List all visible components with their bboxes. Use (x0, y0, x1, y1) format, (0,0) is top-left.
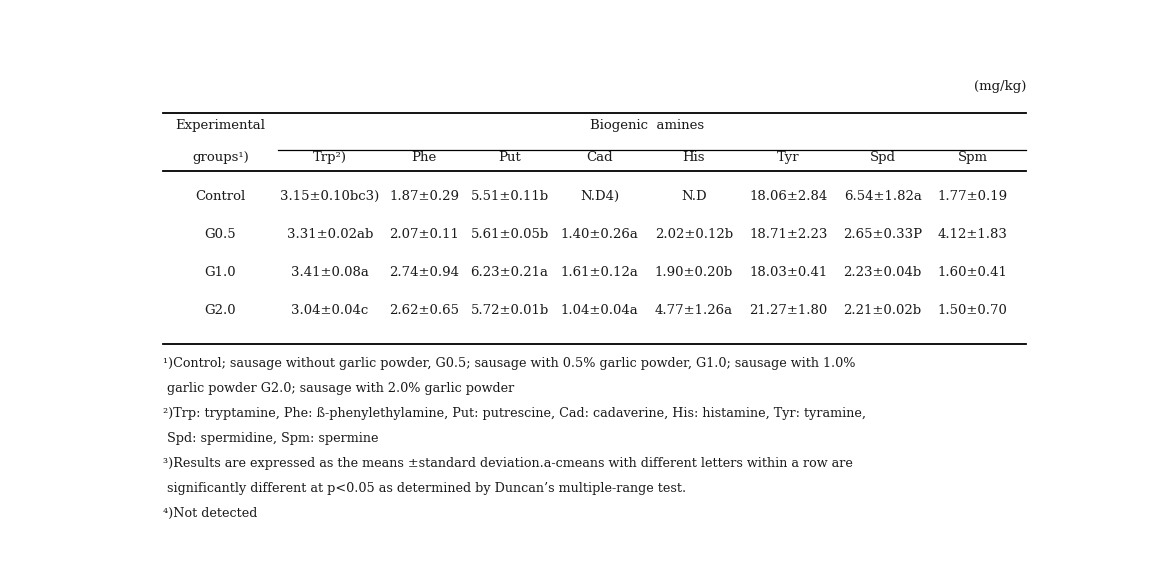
Text: 3.04±0.04c: 3.04±0.04c (291, 305, 369, 318)
Text: ²)Trp: tryptamine, Phe: ß-phenylethylamine, Put: putrescine, Cad: cadaverine, Hi: ²)Trp: tryptamine, Phe: ß-phenylethylami… (162, 407, 867, 420)
Text: 6.23±0.21a: 6.23±0.21a (471, 266, 549, 279)
Text: 1.60±0.41: 1.60±0.41 (937, 266, 1008, 279)
Text: 2.02±0.12b: 2.02±0.12b (654, 228, 733, 241)
Text: ³)Results are expressed as the means ±standard deviation.a-cmeans with different: ³)Results are expressed as the means ±st… (162, 457, 853, 470)
Text: 1.90±0.20b: 1.90±0.20b (654, 266, 733, 279)
Text: 1.77±0.19: 1.77±0.19 (937, 190, 1008, 204)
Text: 21.27±1.80: 21.27±1.80 (749, 305, 827, 318)
Text: 3.31±0.02ab: 3.31±0.02ab (287, 228, 372, 241)
Text: Spd: Spd (870, 151, 896, 164)
Text: G2.0: G2.0 (204, 305, 237, 318)
Text: (mg/kg): (mg/kg) (973, 80, 1025, 93)
Text: 1.04±0.04a: 1.04±0.04a (560, 305, 638, 318)
Text: 2.62±0.65: 2.62±0.65 (389, 305, 459, 318)
Text: 18.03±0.41: 18.03±0.41 (749, 266, 827, 279)
Text: ⁴)Not detected: ⁴)Not detected (162, 507, 258, 520)
Text: 1.40±0.26a: 1.40±0.26a (560, 228, 638, 241)
Text: 4.12±1.83: 4.12±1.83 (937, 228, 1008, 241)
Text: 3.41±0.08a: 3.41±0.08a (291, 266, 369, 279)
Text: 2.21±0.02b: 2.21±0.02b (843, 305, 922, 318)
Text: 1.87±0.29: 1.87±0.29 (389, 190, 459, 204)
Text: Phe: Phe (412, 151, 437, 164)
Text: significantly different at p<0.05 as determined by Duncan’s multiple-range test.: significantly different at p<0.05 as det… (162, 482, 686, 495)
Text: 18.06±2.84: 18.06±2.84 (749, 190, 827, 204)
Text: Tyr: Tyr (777, 151, 799, 164)
Text: Control: Control (195, 190, 246, 204)
Text: 6.54±1.82a: 6.54±1.82a (843, 190, 921, 204)
Text: Cad: Cad (586, 151, 612, 164)
Text: Experimental: Experimental (175, 119, 266, 132)
Text: His: His (682, 151, 705, 164)
Text: N.D4): N.D4) (580, 190, 619, 204)
Text: 2.65±0.33P: 2.65±0.33P (843, 228, 922, 241)
Text: 2.07±0.11: 2.07±0.11 (390, 228, 459, 241)
Text: 1.61±0.12a: 1.61±0.12a (560, 266, 638, 279)
Text: 5.61±0.05b: 5.61±0.05b (471, 228, 549, 241)
Text: 2.23±0.04b: 2.23±0.04b (843, 266, 922, 279)
Text: Spd: spermidine, Spm: spermine: Spd: spermidine, Spm: spermine (162, 432, 378, 445)
Text: G1.0: G1.0 (204, 266, 237, 279)
Text: 3.15±0.10bc3): 3.15±0.10bc3) (280, 190, 379, 204)
Text: 2.74±0.94: 2.74±0.94 (389, 266, 459, 279)
Text: 5.51±0.11b: 5.51±0.11b (471, 190, 549, 204)
Text: Spm: Spm (957, 151, 987, 164)
Text: G0.5: G0.5 (204, 228, 237, 241)
Text: Trp²): Trp²) (313, 151, 347, 164)
Text: 5.72±0.01b: 5.72±0.01b (471, 305, 549, 318)
Text: ¹)Control; sausage without garlic powder, G0.5; sausage with 0.5% garlic powder,: ¹)Control; sausage without garlic powder… (162, 357, 855, 370)
Text: garlic powder G2.0; sausage with 2.0% garlic powder: garlic powder G2.0; sausage with 2.0% ga… (162, 382, 514, 395)
Text: groups¹): groups¹) (193, 151, 249, 164)
Text: Put: Put (498, 151, 521, 164)
Text: N.D: N.D (681, 190, 706, 204)
Text: 18.71±2.23: 18.71±2.23 (749, 228, 827, 241)
Text: 1.50±0.70: 1.50±0.70 (937, 305, 1008, 318)
Text: Biogenic  amines: Biogenic amines (589, 119, 704, 132)
Text: 4.77±1.26a: 4.77±1.26a (654, 305, 733, 318)
